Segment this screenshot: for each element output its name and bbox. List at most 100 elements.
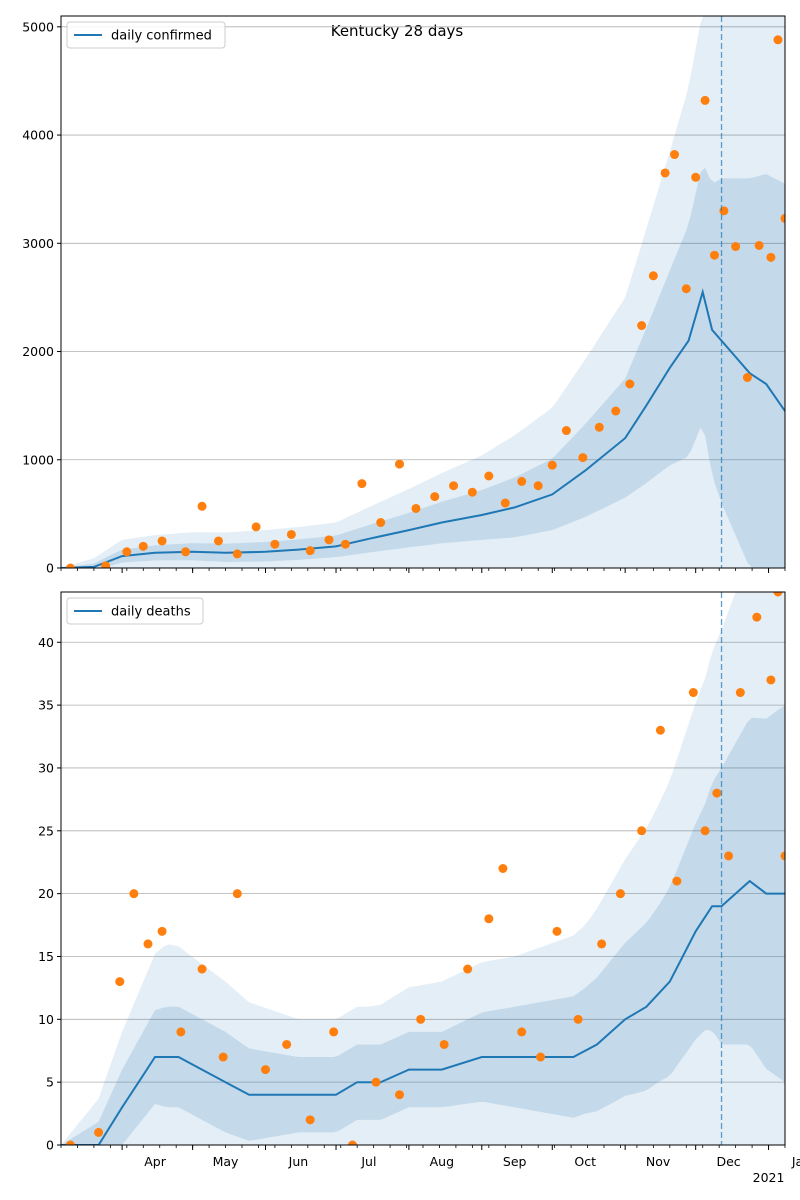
- data-point: [773, 35, 783, 45]
- x-month-label: Dec: [716, 1154, 740, 1169]
- band-outer: [61, 16, 785, 568]
- band-inner: [61, 705, 785, 1145]
- data-point: [719, 206, 729, 216]
- data-point: [270, 539, 280, 549]
- data-point: [282, 1039, 292, 1049]
- data-point: [449, 481, 459, 491]
- data-point: [94, 1127, 104, 1137]
- data-point: [305, 1115, 315, 1125]
- y-tick-label: 0: [46, 1138, 54, 1153]
- data-point: [594, 422, 604, 432]
- y-tick-label: 3000: [22, 236, 54, 251]
- y-tick-label: 5: [46, 1075, 54, 1090]
- legend-label: daily deaths: [111, 605, 191, 620]
- data-point: [681, 284, 691, 294]
- data-point: [773, 592, 783, 597]
- data-point: [347, 1140, 357, 1145]
- y-tick-label: 0: [46, 561, 54, 576]
- data-point: [138, 541, 148, 551]
- data-point: [573, 1014, 583, 1024]
- plot-area: [61, 16, 785, 568]
- data-point: [655, 725, 665, 735]
- data-point: [597, 939, 607, 949]
- plot-area: [61, 592, 785, 1145]
- data-point: [500, 498, 510, 508]
- data-point: [731, 242, 741, 252]
- data-point: [536, 1052, 546, 1062]
- data-point: [357, 479, 367, 489]
- x-month-label: May: [213, 1154, 239, 1169]
- y-tick-label: 4000: [22, 128, 54, 143]
- data-point: [625, 379, 635, 389]
- data-point: [700, 826, 710, 836]
- data-point: [261, 1065, 271, 1075]
- data-point: [735, 688, 745, 698]
- data-point: [324, 535, 334, 545]
- data-point: [611, 406, 621, 416]
- x-month-label: Jun: [288, 1154, 309, 1169]
- data-point: [218, 1052, 228, 1062]
- y-tick-label: 10: [38, 1012, 54, 1027]
- data-point: [752, 612, 762, 622]
- y-tick-label: 2000: [22, 344, 54, 359]
- data-point: [637, 826, 647, 836]
- data-point: [517, 476, 527, 486]
- x-year-label: 2021: [753, 1170, 785, 1185]
- data-point: [648, 271, 658, 281]
- data-point: [394, 1090, 404, 1100]
- data-point: [578, 453, 588, 463]
- data-point: [232, 549, 242, 559]
- y-tick-label: 35: [38, 698, 54, 713]
- series-line: [61, 288, 785, 568]
- data-point: [251, 522, 261, 532]
- data-point: [712, 788, 722, 798]
- data-point: [670, 150, 680, 160]
- legend-box: [66, 21, 226, 49]
- data-point: [754, 240, 764, 250]
- x-month-label: Nov: [646, 1154, 671, 1169]
- confirmed-panel: 0 1000 2000 3000 4000 5000 daily confirmed: [22, 15, 786, 576]
- data-point: [517, 1027, 527, 1037]
- x-month-label: Sep: [503, 1154, 527, 1169]
- data-point: [467, 487, 477, 497]
- data-point: [101, 561, 111, 568]
- y-tick-label: 30: [38, 760, 54, 775]
- data-point: [129, 889, 139, 899]
- data-point: [766, 675, 776, 685]
- data-point: [688, 688, 698, 698]
- band-inner: [61, 167, 785, 568]
- data-point: [157, 926, 167, 936]
- data-point: [430, 492, 440, 502]
- y-tick-label: 25: [38, 823, 54, 838]
- figure-title: Kentucky 28 days: [331, 22, 464, 40]
- data-point: [766, 252, 776, 262]
- data-point: [232, 889, 242, 899]
- data-point: [547, 460, 557, 470]
- data-point: [700, 95, 710, 105]
- data-point: [394, 459, 404, 469]
- data-point: [411, 503, 421, 513]
- data-point: [416, 1014, 426, 1024]
- data-point: [376, 518, 386, 528]
- data-point: [724, 851, 734, 861]
- data-point: [439, 1039, 449, 1049]
- data-point: [533, 481, 543, 491]
- series-line: [61, 879, 785, 1145]
- data-point: [660, 168, 670, 178]
- data-point: [552, 926, 562, 936]
- data-point: [615, 889, 625, 899]
- legend-label: daily confirmed: [111, 29, 212, 44]
- data-point: [197, 964, 207, 974]
- x-month-label: Aug: [430, 1154, 454, 1169]
- data-point: [213, 536, 223, 546]
- data-point: [780, 213, 785, 223]
- data-point: [498, 864, 508, 873]
- y-tick-label: 5000: [22, 19, 54, 34]
- band-outer: [61, 592, 785, 1145]
- data-point: [115, 977, 125, 987]
- data-point: [305, 546, 315, 556]
- data-point: [709, 250, 719, 260]
- data-point: [780, 851, 785, 861]
- data-point: [197, 501, 207, 511]
